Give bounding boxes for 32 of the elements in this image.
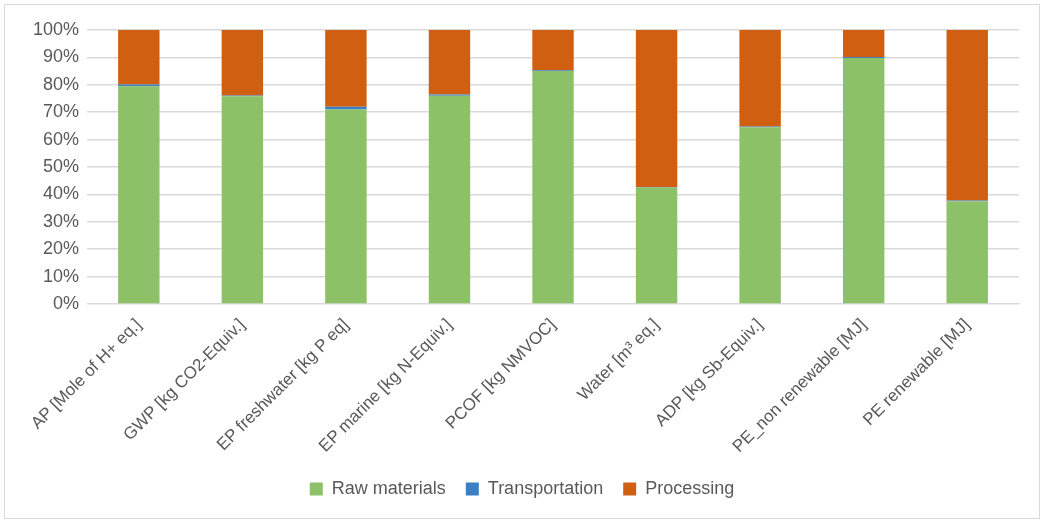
bar <box>946 201 988 304</box>
legend-label: Transportation <box>487 477 604 498</box>
y-tick-label: 10% <box>43 265 80 286</box>
bar <box>428 95 471 304</box>
bar <box>221 30 264 96</box>
y-tick-label: 40% <box>43 183 80 204</box>
bar <box>739 30 781 127</box>
bar <box>428 30 471 95</box>
bar <box>118 86 160 304</box>
bar <box>325 109 367 304</box>
y-tick-label: 50% <box>43 155 80 176</box>
bar <box>221 96 264 304</box>
y-tick-label: 0% <box>53 292 80 313</box>
y-tick-label: 20% <box>43 238 80 259</box>
bar <box>532 71 574 304</box>
bar <box>635 187 678 304</box>
bar <box>946 30 988 201</box>
y-tick-label: 70% <box>43 101 80 122</box>
y-tick-label: 60% <box>43 128 80 149</box>
bar <box>635 30 678 187</box>
bar <box>739 127 781 304</box>
bar <box>325 30 367 107</box>
bar <box>532 30 574 71</box>
legend-label: Processing <box>645 477 735 498</box>
y-tick-label: 30% <box>43 210 80 231</box>
bar <box>118 30 160 85</box>
y-tick-label: 80% <box>43 73 80 94</box>
bar <box>842 30 885 58</box>
y-tick-label: 100% <box>32 18 80 39</box>
y-tick-label: 90% <box>43 46 80 67</box>
bar <box>842 57 885 304</box>
legend-label: Raw materials <box>331 477 446 498</box>
